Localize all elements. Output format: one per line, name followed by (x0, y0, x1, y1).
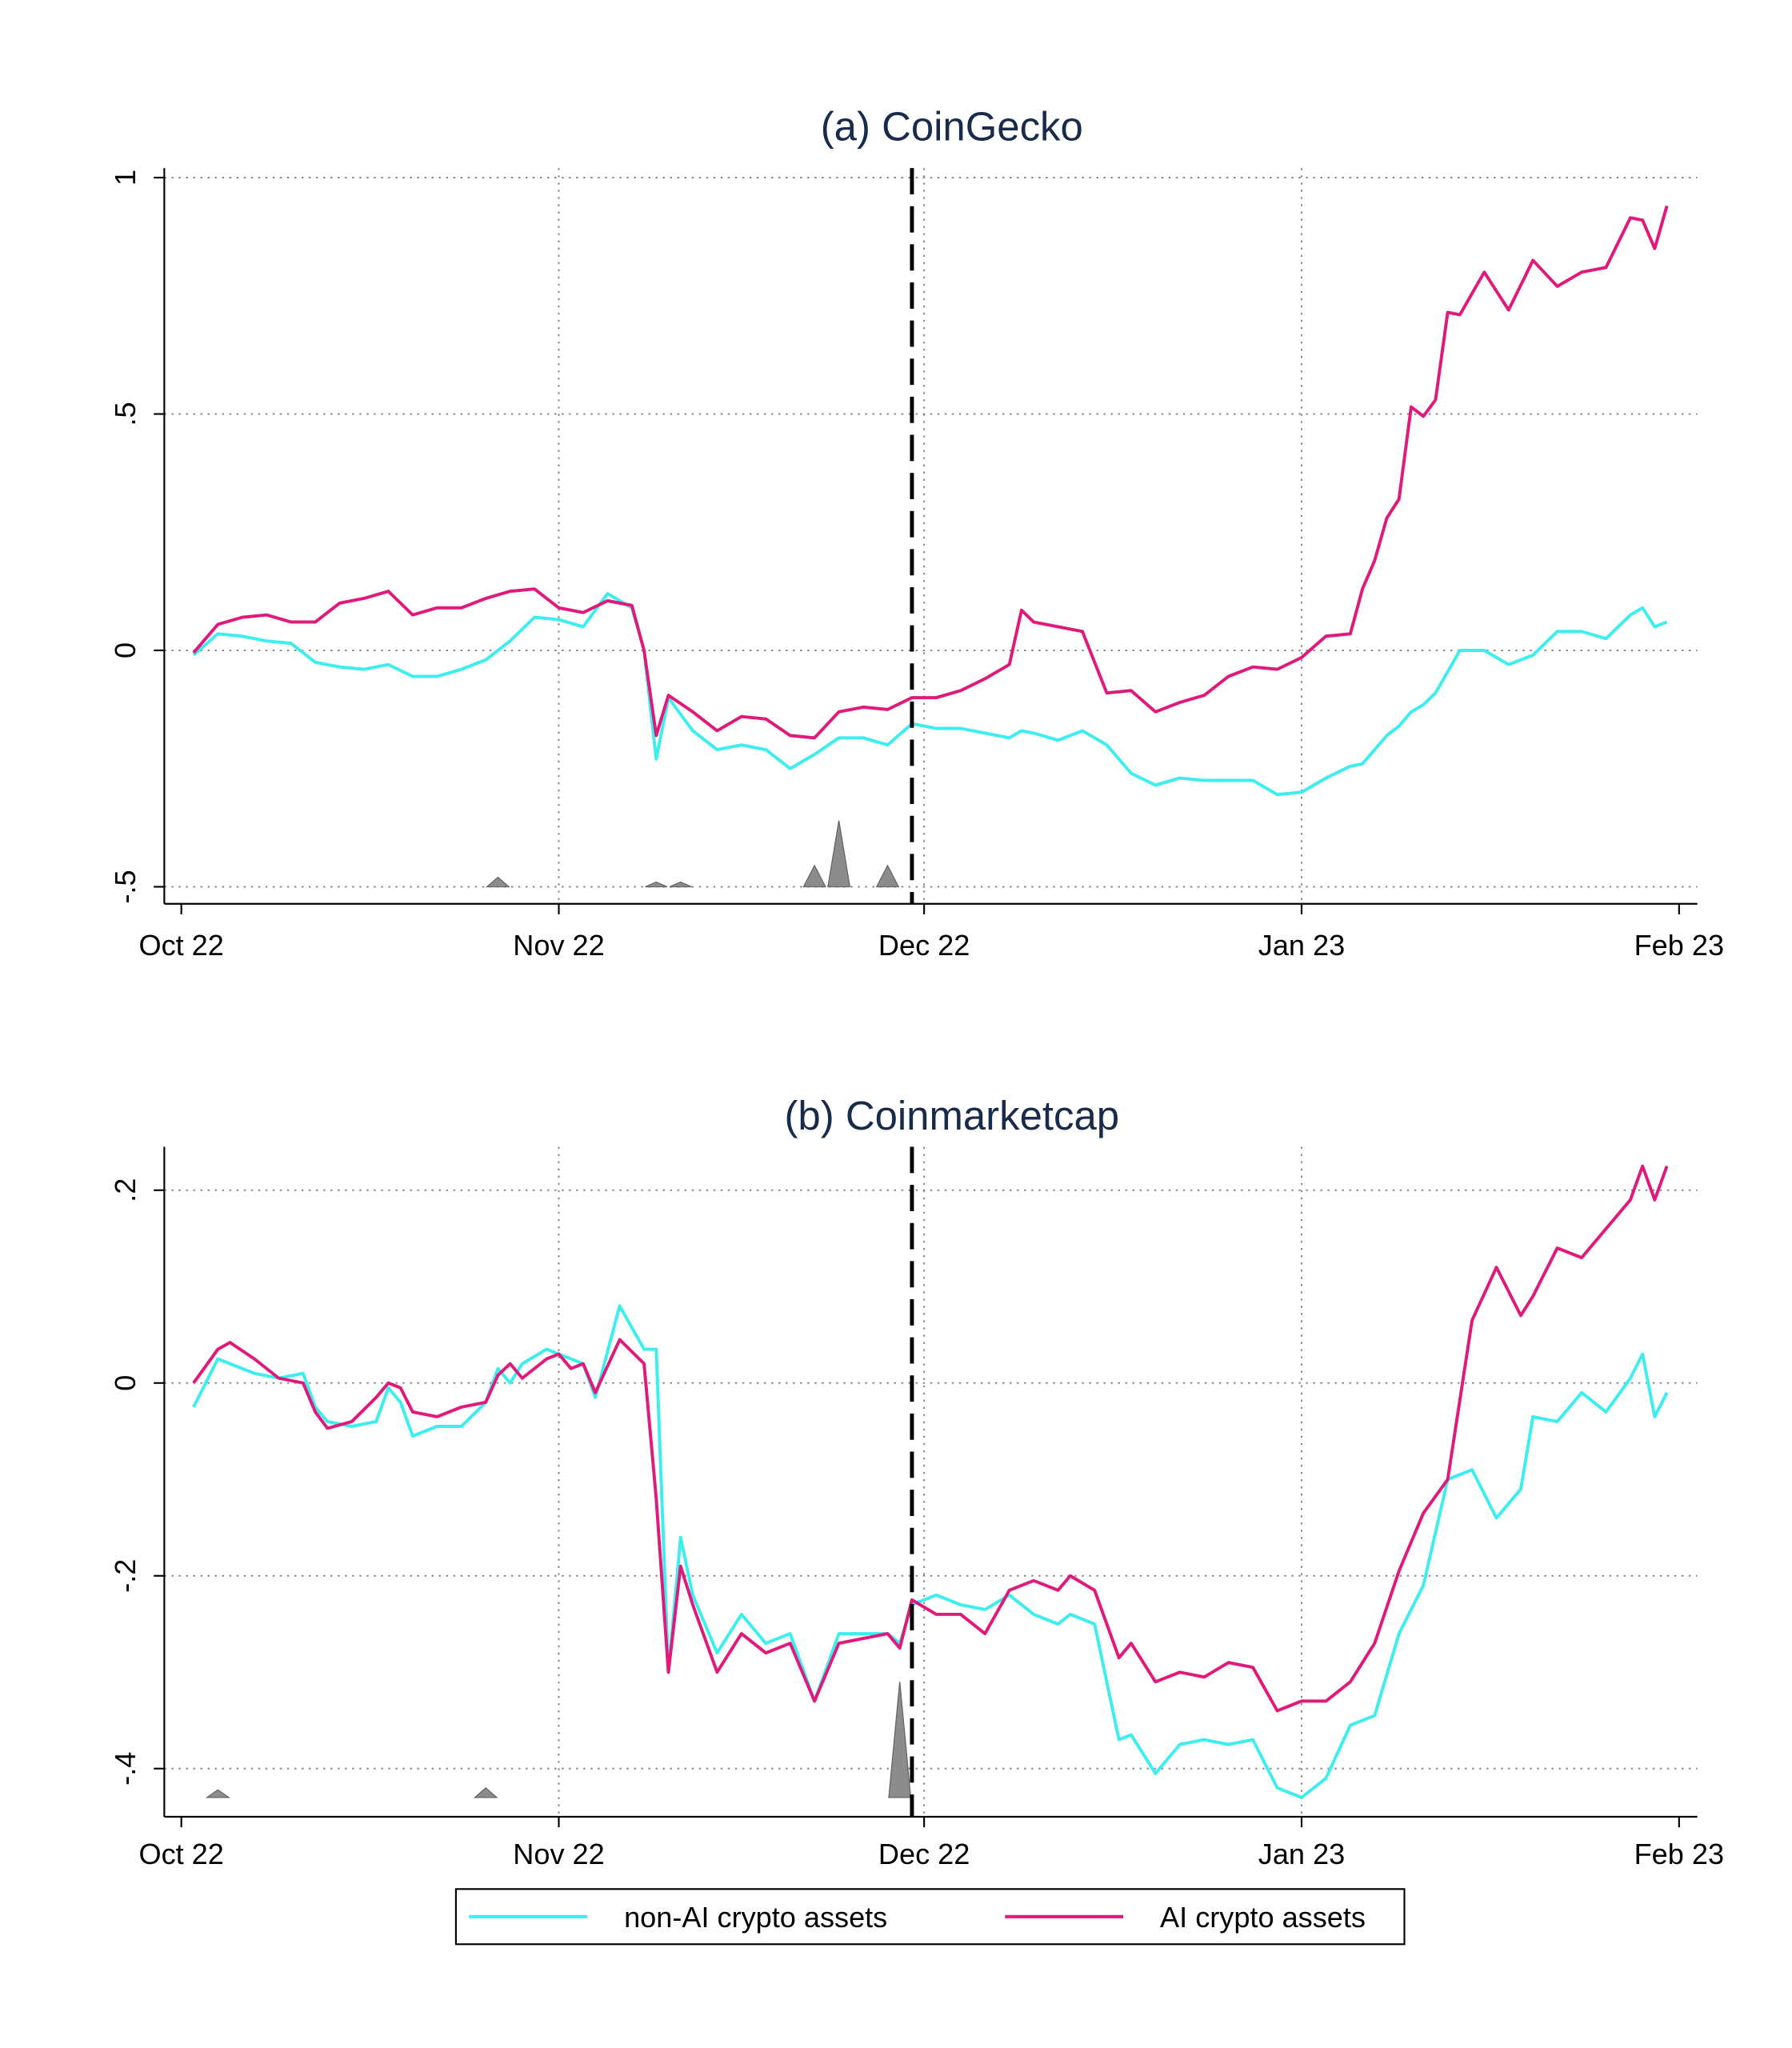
spike (875, 864, 900, 888)
panel: (b) Coinmarketcap -.4 -.2 0 .2 Oct 22 Nov 22 De… (109, 1093, 1724, 1870)
y-tick-label: 0 (109, 642, 142, 658)
y-tick-label: -.4 (109, 1752, 142, 1786)
x-tick-label: Feb 23 (1634, 929, 1724, 962)
legend: non-AI crypto assets AI crypto assets (454, 1888, 1406, 1946)
x-tick-label: Feb 23 (1634, 1838, 1724, 1870)
spike (485, 876, 510, 888)
spike (205, 1789, 231, 1798)
chart-title: (b) Coinmarketcap (784, 1093, 1119, 1138)
x-tick-label: Nov 22 (513, 1838, 604, 1870)
legend-label: AI crypto assets (1160, 1901, 1366, 1934)
x-tick-label: Nov 22 (513, 929, 604, 962)
chart-title: (a) CoinGecko (821, 104, 1083, 150)
x-tick-label: Jan 23 (1258, 1838, 1345, 1870)
spike (802, 864, 826, 888)
series-line (192, 205, 1669, 740)
legend-box (454, 1888, 1406, 1946)
series-line (192, 1164, 1669, 1713)
x-tick-label: Dec 22 (878, 929, 970, 962)
series-line (192, 1304, 1669, 1799)
y-tick-label: -.5 (109, 870, 142, 903)
x-tick-label: Oct 22 (138, 1838, 223, 1870)
y-tick-label: 1 (109, 170, 142, 186)
x-tick-label: Jan 23 (1258, 929, 1345, 962)
y-tick-label: 0 (109, 1375, 142, 1391)
spike (669, 881, 692, 888)
x-tick-label: Oct 22 (138, 929, 223, 962)
spike (473, 1786, 498, 1798)
spike (827, 820, 851, 888)
y-tick-label: -.2 (109, 1559, 142, 1593)
y-tick-label: .2 (109, 1178, 142, 1202)
x-tick-label: Dec 22 (878, 1838, 970, 1870)
legend-label: non-AI crypto assets (624, 1901, 887, 1934)
y-tick-label: .5 (109, 402, 142, 426)
series-line (192, 592, 1668, 797)
spike (888, 1682, 912, 1798)
panel: (a) CoinGecko -.5 0 .5 1 Oct 22 Nov 22 Dec 22 Ja… (109, 104, 1724, 962)
spike (645, 881, 668, 888)
